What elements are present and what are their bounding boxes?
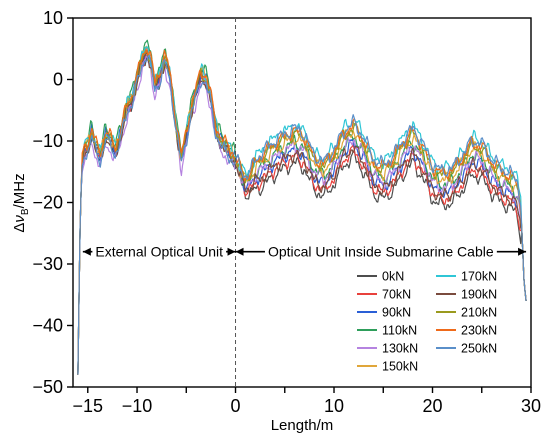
- legend-label: 130kN: [382, 342, 418, 356]
- x-tick-label: 0: [231, 396, 241, 416]
- arrowhead: [518, 247, 527, 256]
- x-tick-label: −10: [122, 396, 153, 416]
- series-line-70kN: [77, 49, 527, 375]
- annotations: External Optical Unit Optical Unit Insid…: [82, 242, 527, 261]
- y-axis-title-delta: Δ: [11, 223, 28, 233]
- x-tick-label: −15: [73, 396, 104, 416]
- series-line-190kN: [77, 51, 527, 375]
- legend-label: 190kN: [461, 288, 497, 302]
- y-tick-label: −30: [32, 254, 63, 274]
- internal-unit-label: Optical Unit Inside Submarine Cable: [268, 244, 494, 260]
- legend-label: 110kN: [382, 324, 417, 338]
- legend-label: 170kN: [461, 270, 497, 284]
- series-line-90kN: [77, 47, 527, 375]
- series-line-230kN: [77, 48, 527, 375]
- annotation-background: [92, 242, 227, 261]
- series-line-150kN: [77, 45, 527, 375]
- series-line-130kN: [77, 55, 527, 375]
- arrowhead: [235, 247, 244, 256]
- legend: 0kN 70kN 90kN 110kN 130kN 150kN 170kN 190kN 210k…: [357, 270, 497, 374]
- arrowhead: [227, 247, 236, 256]
- y-tick-label: −40: [32, 316, 63, 336]
- x-axis: −15 −10 0 10 20 30: [73, 387, 541, 416]
- series-line-0kN: [77, 54, 527, 375]
- legend-label: 250kN: [461, 342, 497, 356]
- y-axis-title: ΔνB/MHz: [11, 173, 31, 232]
- x-tick-label: 30: [521, 396, 541, 416]
- series-line-210kN: [77, 49, 527, 375]
- y-tick-label: −20: [32, 193, 63, 213]
- y-axis-title-unit: /MHz: [11, 173, 28, 208]
- y-axis-title-nu: ν: [11, 215, 28, 223]
- y-tick-label: −10: [32, 131, 63, 151]
- series-line-170kN: [77, 46, 527, 375]
- legend-label: 210kN: [461, 306, 497, 320]
- external-unit-label: External Optical Unit: [95, 244, 223, 260]
- arrowhead: [82, 247, 91, 256]
- y-tick-label: 0: [53, 70, 63, 90]
- legend-label: 70kN: [382, 288, 411, 302]
- legend-label: 230kN: [461, 324, 497, 338]
- y-tick-label: −50: [32, 377, 63, 397]
- series-line-110kN: [77, 39, 527, 375]
- series-line-250kN: [77, 55, 527, 375]
- legend-label: 150kN: [382, 360, 418, 374]
- y-axis: 10 0 −10 −20 −30 −40 −50: [32, 8, 73, 397]
- annotation-background: [264, 242, 497, 261]
- x-axis-title: Length/m: [271, 417, 334, 434]
- legend-label: 90kN: [382, 306, 411, 320]
- series-lines: [77, 39, 527, 375]
- y-tick-label: 10: [43, 8, 63, 28]
- legend-label: 0kN: [382, 270, 404, 284]
- x-tick-label: 20: [422, 396, 442, 416]
- y-axis-title-subscript: B: [20, 208, 31, 215]
- x-tick-label: 10: [324, 396, 344, 416]
